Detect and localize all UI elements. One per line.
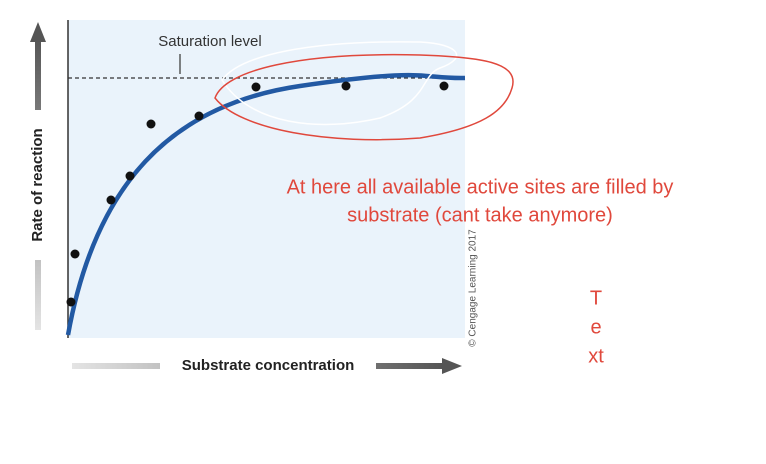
annotation-loop [214, 53, 514, 141]
point [106, 195, 116, 205]
point [70, 249, 80, 259]
point [341, 81, 351, 91]
y-arrowhead [30, 22, 46, 42]
side-text: e [590, 316, 601, 338]
point [66, 297, 76, 307]
highlight-loop [221, 41, 458, 126]
credit: © Cengage Learning 2017 [468, 229, 479, 347]
y-axis-label: Rate of reaction [29, 128, 46, 241]
saturation-label: Saturation level [158, 33, 261, 50]
point [251, 82, 261, 92]
x-axis-label: Substrate concentration [182, 357, 355, 374]
side-text: xt [588, 345, 604, 367]
curve [65, 72, 466, 336]
label-bg [28, 110, 48, 260]
annotation-line: substrate (cant take anymore) [347, 204, 613, 226]
side-text: T [590, 287, 602, 309]
point [146, 119, 156, 129]
point [125, 171, 135, 181]
plot-area [68, 20, 465, 338]
points [66, 81, 449, 307]
point [439, 81, 449, 91]
annotation-line: At here all available active sites are f… [287, 176, 674, 198]
x-arrowhead [442, 358, 462, 374]
label-bg [160, 354, 376, 378]
point [194, 111, 204, 121]
